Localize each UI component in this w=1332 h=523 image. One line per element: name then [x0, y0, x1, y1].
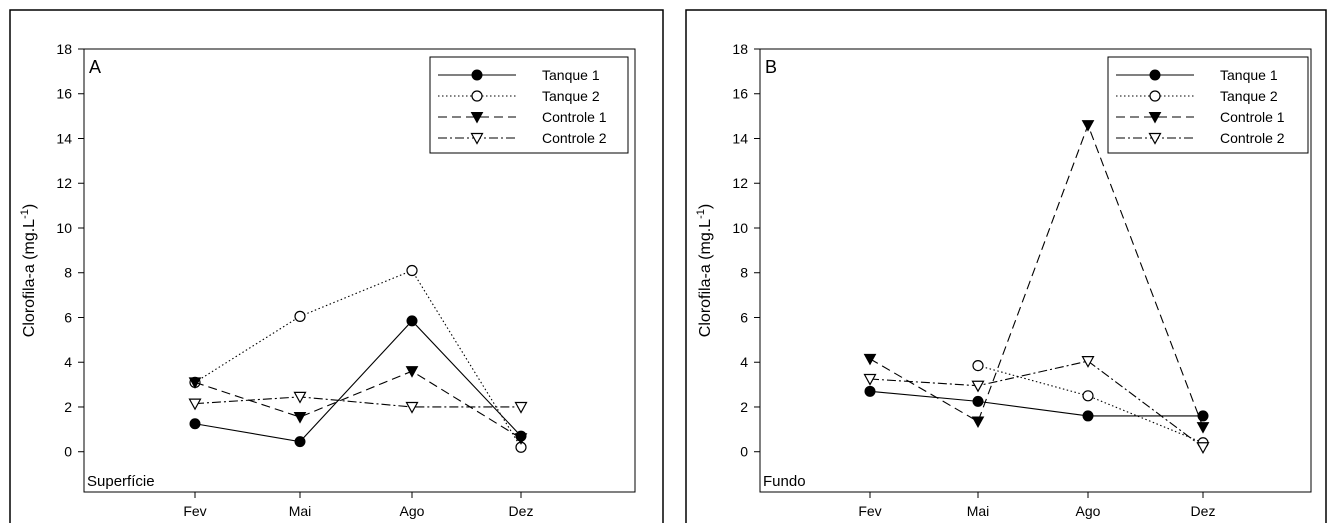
y-tick-label: 12 — [732, 175, 748, 191]
legend: Tanque 1 Tanque 2 Controle 1 Controle 2 — [429, 56, 629, 154]
series-line-0 — [869, 390, 1203, 417]
data-point — [972, 359, 984, 372]
plot-area — [83, 48, 636, 493]
data-point — [406, 264, 418, 277]
data-point — [406, 315, 418, 327]
y-tick-label: 4 — [64, 354, 72, 370]
legend-box — [1107, 56, 1309, 154]
depth-label: Fundo — [763, 473, 806, 490]
y-tick-label: 10 — [732, 220, 748, 236]
series-line-3 — [194, 396, 521, 408]
data-point — [405, 401, 419, 414]
y-tick-label: 16 — [56, 86, 72, 102]
series-line-1 — [194, 269, 522, 448]
y-tick-label: 14 — [56, 130, 72, 146]
data-point — [294, 310, 306, 322]
y-tick-label: 8 — [64, 265, 72, 281]
series-line-3 — [869, 360, 1204, 448]
data-point — [188, 377, 202, 389]
x-tick-label: Mai — [289, 503, 312, 519]
legend-marker — [1149, 69, 1161, 81]
panel-frame — [685, 9, 1327, 523]
legend-marker — [470, 112, 484, 124]
x-tick-label: Ago — [400, 503, 425, 519]
data-point — [1082, 390, 1094, 402]
panel-label: B — [765, 57, 777, 77]
data-point — [189, 418, 201, 430]
y-tick-label: 10 — [56, 220, 72, 236]
panel-frame — [9, 9, 664, 523]
y-tick-label: 2 — [64, 399, 72, 415]
y-axis-label: Clorofila-a (mg.L-1) — [19, 204, 38, 337]
y-tick-label: 12 — [56, 175, 72, 191]
legend: Tanque 1 Tanque 2 Controle 1 Controle 2 — [1107, 56, 1309, 154]
legend-label: Tanque 2 — [542, 88, 600, 104]
y-tick-label: 18 — [732, 41, 748, 57]
y-tick-label: 6 — [740, 309, 748, 325]
chart-panel-A: 0 2 4 6 8 10 12 14 16 18 Fev Mai Ago Dez Clorofila-a (… — [9, 9, 664, 523]
x-tick-label: Dez — [509, 503, 534, 519]
data-point — [514, 433, 528, 445]
legend-box — [429, 56, 629, 154]
series-line-2 — [194, 370, 522, 439]
legend-label: Tanque 1 — [542, 67, 600, 83]
y-tick-label: 0 — [64, 444, 72, 460]
x-tick-label: Ago — [1076, 503, 1101, 519]
data-point — [1081, 356, 1095, 368]
y-axis-label: Clorofila-a (mg.L-1) — [695, 204, 714, 337]
data-point — [188, 398, 202, 411]
series-line-1 — [977, 365, 1204, 444]
depth-label: Superfície — [87, 473, 155, 490]
series-line-2 — [869, 123, 1204, 428]
data-point — [1081, 120, 1095, 132]
y-tick-label: 0 — [740, 444, 748, 460]
data-point — [514, 401, 528, 414]
legend-label: Controle 1 — [1220, 109, 1285, 125]
data-point — [863, 373, 877, 386]
data-point — [1082, 410, 1094, 422]
series-line-0 — [194, 320, 522, 443]
plot-area — [759, 48, 1312, 493]
legend-marker — [1148, 132, 1162, 145]
data-point — [293, 412, 307, 424]
legend-marker — [470, 132, 484, 145]
data-point — [972, 395, 984, 407]
data-point — [1196, 442, 1210, 454]
x-tick-label: Fev — [183, 503, 206, 519]
legend-marker — [471, 90, 483, 102]
y-tick-label: 2 — [740, 399, 748, 415]
x-tick-label: Dez — [1191, 503, 1216, 519]
data-point — [405, 366, 419, 378]
chart-panel-B: 0 2 4 6 8 10 12 14 16 18 Fev Mai Ago Dez Clorofila-a (… — [685, 9, 1327, 523]
data-point — [294, 436, 306, 448]
data-point — [971, 416, 985, 429]
y-tick-label: 18 — [56, 41, 72, 57]
legend-label: Controle 2 — [542, 130, 607, 146]
data-point — [864, 385, 876, 397]
y-tick-label: 6 — [64, 309, 72, 325]
legend-label: Controle 2 — [1220, 130, 1285, 146]
y-tick-label: 4 — [740, 354, 748, 370]
legend-label: Tanque 1 — [1220, 67, 1278, 83]
legend-label: Controle 1 — [542, 109, 607, 125]
data-point — [1196, 422, 1210, 434]
panel-label: A — [89, 57, 101, 77]
legend-label: Tanque 2 — [1220, 88, 1278, 104]
data-point — [1197, 410, 1209, 422]
data-point — [971, 380, 985, 393]
data-point — [293, 391, 307, 404]
legend-marker — [1149, 90, 1161, 102]
x-tick-label: Fev — [858, 503, 881, 519]
y-tick-label: 14 — [732, 130, 748, 146]
data-point — [863, 353, 877, 366]
y-tick-label: 8 — [740, 265, 748, 281]
y-tick-label: 16 — [732, 86, 748, 102]
x-tick-label: Mai — [967, 503, 990, 519]
legend-marker — [1148, 112, 1162, 124]
legend-marker — [471, 69, 483, 81]
